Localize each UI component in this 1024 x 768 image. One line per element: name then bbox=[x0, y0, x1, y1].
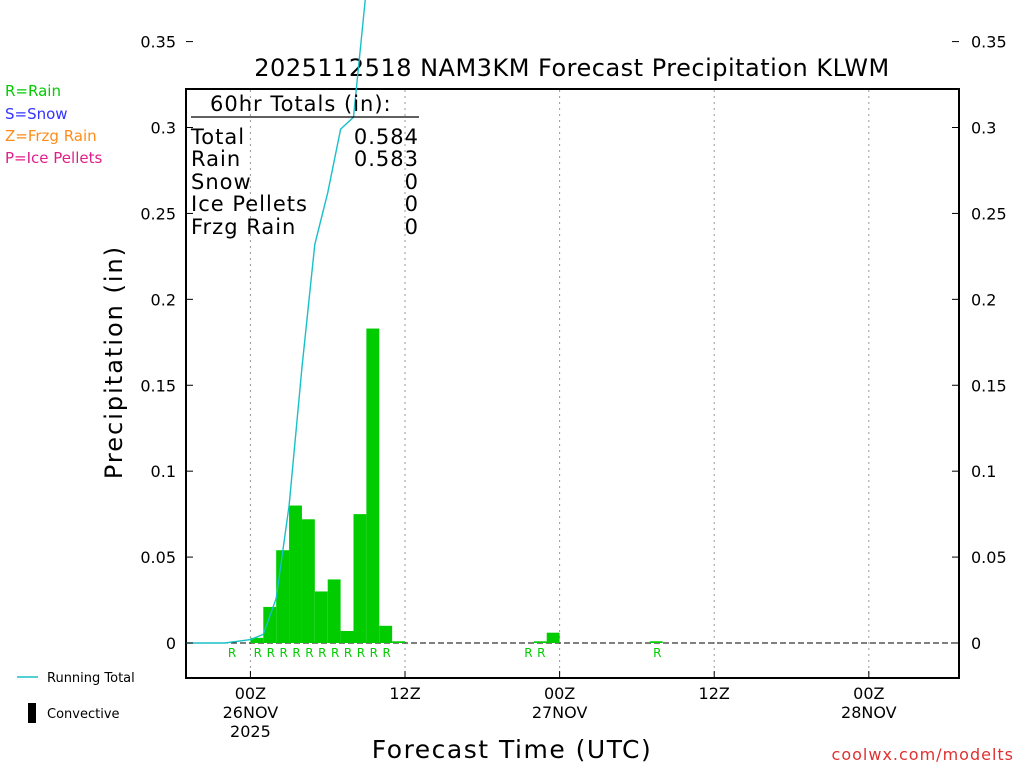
totals-label-snow: Snow bbox=[191, 170, 252, 194]
y-tick-label-left: 0 bbox=[166, 634, 176, 653]
legend-rain: R=Rain bbox=[5, 82, 61, 100]
ptype-marker: R bbox=[653, 646, 661, 660]
y-tick-label-left: 0.2 bbox=[151, 290, 176, 309]
precip-bar bbox=[301, 519, 315, 643]
x-tick-label: 00Z bbox=[853, 684, 884, 703]
y-tick-label-right: 0.05 bbox=[971, 548, 1007, 567]
totals-label-rain: Rain bbox=[191, 147, 241, 171]
precip-bar bbox=[327, 579, 341, 643]
precip-bar bbox=[314, 591, 328, 643]
y-tick-label-right: 0.25 bbox=[971, 204, 1007, 223]
totals-label-total: Total bbox=[190, 125, 245, 149]
convective-legend-label: Convective bbox=[47, 707, 120, 722]
y-tick-label-right: 0.3 bbox=[971, 119, 996, 138]
y-tick-label-left: 0.35 bbox=[140, 33, 176, 52]
y-tick-label-right: 0.35 bbox=[971, 33, 1007, 52]
running-total-legend-label: Running Total bbox=[47, 671, 135, 686]
y-tick-label-right: 0 bbox=[971, 634, 981, 653]
ptype-marker: R bbox=[254, 646, 262, 660]
y-axis-ticks: 0 00.05 0.050.1 0.10.15 0.150.2 0.20.25 0.250.… bbox=[140, 33, 1007, 653]
legend-ice-pellets: P=Ice Pellets bbox=[5, 149, 102, 167]
gridlines bbox=[249, 90, 870, 677]
ptype-legend: R=Rain S=Snow Z=Frzg Rain P=Ice Pellets bbox=[5, 82, 102, 167]
ptype-marker: R bbox=[305, 646, 313, 660]
precip-bar bbox=[340, 630, 354, 643]
series-legend: Running Total Convective bbox=[17, 671, 135, 723]
y-tick-label-left: 0.1 bbox=[151, 462, 176, 481]
x-tick-label: 12Z bbox=[389, 684, 420, 703]
x-tick-label: 28NOV bbox=[841, 703, 897, 722]
legend-snow: S=Snow bbox=[5, 105, 68, 123]
y-tick-label-left: 0.3 bbox=[151, 119, 176, 138]
ptype-marker: R bbox=[267, 646, 275, 660]
precip-bar bbox=[546, 632, 560, 643]
chart-title: 2025112518 NAM3KM Forecast Precipitation… bbox=[254, 54, 889, 82]
legend-frzg-rain: Z=Frzg Rain bbox=[5, 127, 97, 145]
y-tick-label-right: 0.15 bbox=[971, 376, 1007, 395]
ptype-marker: R bbox=[383, 646, 391, 660]
totals-value-rain: 0.583 bbox=[354, 147, 419, 171]
ptype-marker: R bbox=[292, 646, 300, 660]
precip-bar bbox=[353, 514, 367, 643]
y-tick-label-right: 0.2 bbox=[971, 290, 996, 309]
precip-bars bbox=[250, 328, 663, 643]
precip-bar bbox=[379, 625, 393, 643]
ptype-marker: R bbox=[228, 646, 236, 660]
x-tick-label: 2025 bbox=[230, 722, 271, 741]
y-tick-label-left: 0.05 bbox=[140, 548, 176, 567]
totals-value-frzg-rain: 0 bbox=[405, 215, 419, 239]
ptype-marker: R bbox=[344, 646, 352, 660]
precip-bar bbox=[366, 328, 380, 643]
ptype-marker: R bbox=[524, 646, 532, 660]
y-axis-label: Precipitation (in) bbox=[100, 245, 128, 479]
x-tick-label: 26NOV bbox=[223, 703, 279, 722]
totals-value-total: 0.584 bbox=[354, 125, 419, 149]
precip-bar bbox=[289, 505, 302, 643]
x-tick-label: 00Z bbox=[235, 684, 266, 703]
totals-box: 60hr Totals (in): Total 0.584 Rain 0.583… bbox=[190, 92, 419, 239]
totals-value-snow: 0 bbox=[405, 170, 419, 194]
x-tick-label: 12Z bbox=[699, 684, 730, 703]
ptype-marker: R bbox=[370, 646, 378, 660]
x-axis-label: Forecast Time (UTC) bbox=[372, 735, 652, 764]
precip-bar bbox=[276, 550, 290, 643]
x-tick-label: 27NOV bbox=[532, 703, 588, 722]
precip-bar bbox=[533, 641, 547, 643]
y-tick-label-right: 0.1 bbox=[971, 462, 996, 481]
ptype-marker: R bbox=[279, 646, 287, 660]
precip-bar bbox=[250, 637, 264, 643]
precip-bar bbox=[392, 641, 406, 643]
totals-value-ice-pellets: 0 bbox=[405, 192, 419, 216]
ptype-marker: R bbox=[331, 646, 339, 660]
ptype-marker: R bbox=[537, 646, 545, 660]
precip-bar bbox=[649, 641, 663, 643]
convective-legend-swatch bbox=[28, 703, 36, 723]
totals-label-frzg-rain: Frzg Rain bbox=[191, 215, 296, 239]
ptype-marker: R bbox=[357, 646, 365, 660]
y-tick-label-left: 0.15 bbox=[140, 376, 176, 395]
site-credit: coolwx.com/modelts bbox=[832, 745, 1014, 764]
precip-bar bbox=[263, 606, 277, 643]
x-tick-label: 00Z bbox=[544, 684, 575, 703]
ptype-marker: R bbox=[318, 646, 326, 660]
totals-label-ice-pellets: Ice Pellets bbox=[191, 192, 308, 216]
y-tick-label-left: 0.25 bbox=[140, 204, 176, 223]
totals-heading: 60hr Totals (in): bbox=[210, 92, 392, 116]
plot-frame bbox=[185, 88, 960, 679]
